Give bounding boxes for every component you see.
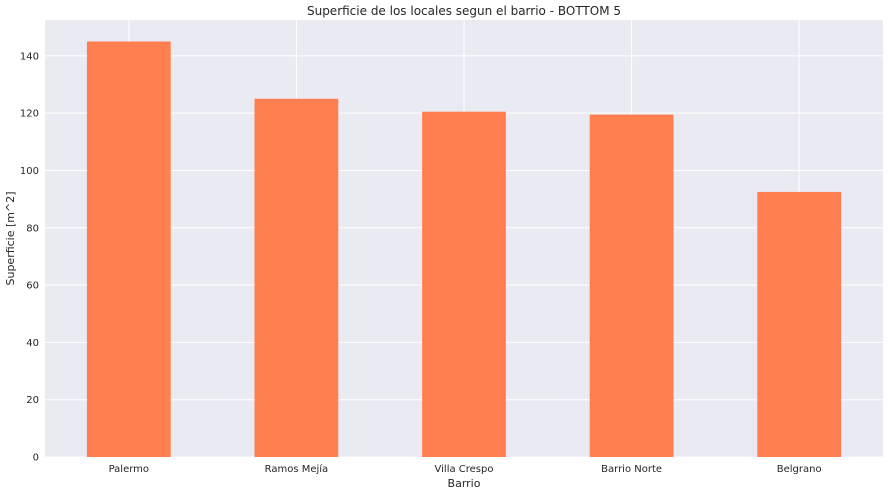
y-tick-label: 40 xyxy=(26,338,39,349)
bar-villa-crespo xyxy=(422,111,506,457)
x-tick-label: Ramos Mejía xyxy=(265,463,329,475)
y-tick-label: 80 xyxy=(26,223,39,234)
x-axis-label: Barrio xyxy=(448,477,481,490)
bar-belgrano xyxy=(757,191,842,457)
y-tick-label: 140 xyxy=(20,51,39,62)
y-tick-label: 100 xyxy=(20,166,39,177)
y-tick-label: 0 xyxy=(33,453,39,464)
chart-title: Superficie de los locales segun el barri… xyxy=(307,4,621,18)
x-tick-label: Belgrano xyxy=(777,464,822,475)
bar-barrio-norte xyxy=(589,114,674,457)
y-tick-label: 20 xyxy=(26,395,39,406)
x-tick-label: Barrio Norte xyxy=(601,464,662,475)
y-axis-label: Superficie [m^2] xyxy=(4,191,17,285)
bar-ramos-mej-a xyxy=(254,98,339,457)
x-axis-ticks: Palermo Ramos Mejía Villa Crespo Barrio Nor… xyxy=(109,463,822,475)
bar-palermo xyxy=(86,41,171,458)
x-tick-label: Palermo xyxy=(109,464,149,475)
y-tick-label: 120 xyxy=(20,109,39,120)
bars xyxy=(86,41,842,458)
x-tick-label: Villa Crespo xyxy=(435,464,494,475)
y-axis-ticks: 0 20 40 60 80 100 120 140 xyxy=(20,51,39,463)
y-tick-label: 60 xyxy=(26,281,39,292)
